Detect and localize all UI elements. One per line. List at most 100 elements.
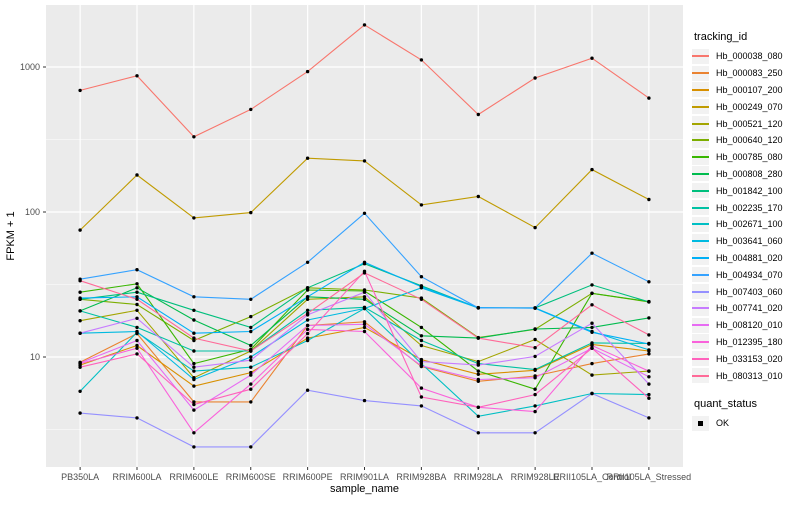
data-point [78, 361, 82, 366]
x-tick-label: RRIM928BA [396, 472, 446, 482]
line-swatch-icon [692, 189, 709, 192]
data-point [533, 346, 537, 350]
data-point [419, 338, 424, 343]
data-point [647, 342, 651, 346]
line-swatch-icon [692, 72, 709, 75]
line-swatch-icon [692, 340, 709, 343]
data-point [590, 341, 594, 345]
line-swatch-icon [692, 374, 709, 377]
data-point [647, 369, 651, 373]
data-point [192, 431, 196, 435]
x-tick-label: RRIM928LA [454, 472, 503, 482]
data-point [305, 327, 310, 332]
data-point [533, 337, 537, 342]
line-swatch-icon [692, 324, 709, 327]
data-point [135, 268, 139, 272]
data-point [305, 338, 310, 343]
y-axis-title: FPKM + 1 [5, 211, 17, 260]
data-point [362, 320, 367, 324]
data-point [590, 283, 594, 287]
data-point [533, 392, 537, 397]
data-point [192, 365, 196, 369]
data-point [305, 323, 310, 328]
data-point [135, 329, 139, 334]
legend-key-swatch [692, 250, 709, 266]
x-tick-label: RRIM928LE [511, 472, 560, 482]
data-point [305, 388, 310, 392]
data-point [533, 409, 537, 414]
data-point [533, 367, 537, 372]
data-point [647, 280, 651, 284]
data-point [135, 316, 139, 320]
data-point [533, 376, 537, 380]
data-point [590, 361, 594, 366]
legend-key-swatch [692, 99, 709, 115]
data-point [362, 271, 367, 275]
data-point [533, 76, 537, 80]
data-point [78, 365, 82, 369]
data-point [533, 327, 537, 331]
data-point [590, 321, 594, 325]
line-swatch-icon [692, 88, 709, 91]
legend-item-label: Hb_008120_010 [716, 320, 783, 331]
data-point [476, 194, 480, 199]
data-point [590, 251, 594, 255]
data-point [419, 285, 424, 289]
data-point [362, 322, 367, 326]
legend-item-label: Hb_004881_020 [716, 252, 783, 263]
legend-item-Hb_002671_100: Hb_002671_100 [692, 216, 798, 233]
data-point [249, 358, 253, 362]
data-point [647, 333, 651, 337]
data-point [249, 382, 253, 386]
data-point [192, 331, 196, 335]
legend-key-swatch [692, 300, 709, 316]
data-point [590, 325, 594, 330]
data-point [419, 325, 424, 330]
data-point [590, 343, 594, 348]
data-point [590, 56, 594, 60]
legend-item-label: Hb_000083_250 [716, 68, 783, 79]
data-point [419, 359, 424, 364]
data-point [249, 107, 253, 112]
data-point [305, 318, 310, 322]
data-point [249, 373, 253, 377]
legend-item-label: Hb_000521_120 [716, 118, 783, 129]
data-point [192, 384, 196, 388]
legend-item-Hb_000640_120: Hb_000640_120 [692, 132, 798, 149]
legend-item-Hb_004934_070: Hb_004934_070 [692, 266, 798, 283]
legend-item-label: Hb_080313_010 [716, 370, 783, 381]
data-point [192, 338, 196, 343]
data-point [249, 365, 253, 369]
data-point [192, 295, 196, 299]
data-point [249, 445, 253, 449]
line-swatch-icon [692, 290, 709, 293]
data-point [192, 308, 196, 312]
data-point [647, 375, 651, 379]
line-swatch-icon [692, 256, 709, 259]
data-point [419, 297, 424, 301]
legend-key-swatch [692, 183, 709, 199]
data-point [362, 306, 367, 311]
line-swatch-icon [692, 122, 709, 125]
legend-item-label: Hb_000785_080 [716, 152, 783, 163]
line-swatch-icon [692, 105, 709, 108]
data-point [135, 325, 139, 330]
data-point [192, 408, 196, 412]
legend-key-swatch [692, 334, 709, 350]
legend-item-Hb_003641_060: Hb_003641_060 [692, 233, 798, 250]
data-point [78, 296, 82, 300]
data-point [647, 392, 651, 397]
data-point [647, 352, 651, 356]
data-point [476, 369, 480, 373]
data-point [362, 290, 367, 294]
data-point [249, 329, 253, 334]
data-point [476, 377, 480, 382]
data-point [419, 275, 424, 279]
data-point [362, 23, 367, 27]
data-point [419, 404, 424, 408]
data-point [476, 431, 480, 435]
data-point [647, 416, 651, 420]
data-point [533, 306, 537, 310]
